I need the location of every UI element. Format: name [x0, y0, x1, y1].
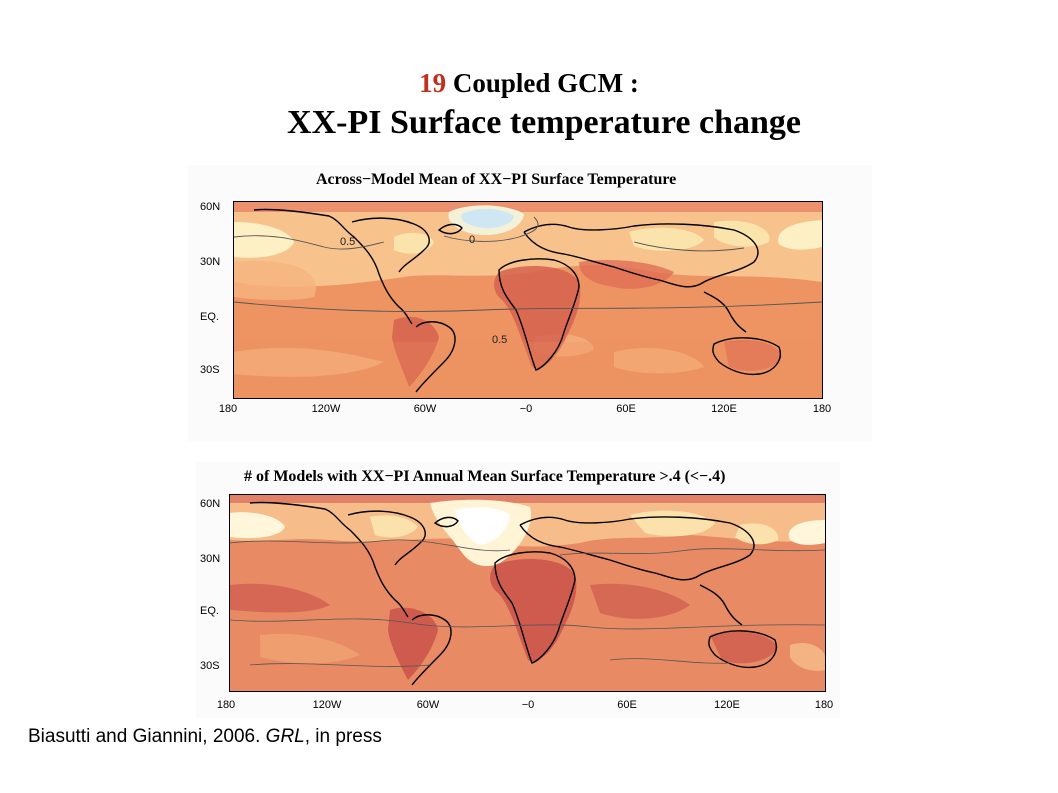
- citation-authors: Biasutti and Giannini, 2006.: [28, 726, 266, 747]
- temperature-map: 0.5 0 0.5: [233, 201, 823, 399]
- lat-label: 30N: [200, 256, 221, 268]
- contour-label: 0.5: [492, 334, 507, 346]
- lat-label: 60N: [200, 201, 221, 213]
- lon-label: 120E: [711, 403, 737, 415]
- citation-journal: GRL: [265, 726, 305, 747]
- lat-label: 30S: [200, 660, 220, 672]
- lon-label: 180: [216, 699, 236, 711]
- lon-label: 180: [814, 699, 834, 711]
- lat-label: EQ.: [200, 311, 219, 323]
- contour-label: 0: [469, 234, 475, 246]
- lat-label: 30N: [200, 553, 221, 565]
- citation-status: , in press: [304, 726, 382, 747]
- map-panel-mean: Across−Model Mean of XX−PI Surface Tempe…: [188, 165, 872, 441]
- lon-label: 120W: [311, 403, 341, 415]
- lon-label: 180: [812, 403, 832, 415]
- slide-subtitle: XX-PI Surface temperature change: [287, 104, 801, 141]
- map-title: # of Models with XX−PI Annual Mean Surfa…: [244, 468, 726, 485]
- lat-label: EQ.: [200, 605, 219, 617]
- map-graphic: [230, 495, 825, 691]
- lon-label: 120E: [714, 699, 740, 711]
- map-title: Across−Model Mean of XX−PI Surface Tempe…: [316, 171, 677, 188]
- citation: Biasutti and Giannini, 2006. GRL, in pre…: [28, 726, 382, 748]
- title-text: Coupled GCM :: [446, 68, 639, 98]
- lon-label: −0: [519, 403, 533, 415]
- lon-label: 180: [218, 403, 238, 415]
- lon-label: 60W: [416, 699, 440, 711]
- lon-label: 60E: [617, 699, 637, 711]
- map-panel-count: # of Models with XX−PI Annual Mean Surfa…: [196, 462, 840, 718]
- lon-label: −0: [521, 699, 535, 711]
- model-count-map: [229, 494, 826, 692]
- slide-title: 19 Coupled GCM :: [0, 68, 1058, 99]
- map-graphic: 0.5 0 0.5: [234, 202, 822, 398]
- lon-label: 60W: [413, 403, 437, 415]
- lat-label: 60N: [200, 498, 221, 510]
- lon-label: 120W: [312, 699, 342, 711]
- lon-label: 60E: [616, 403, 636, 415]
- lat-label: 30S: [200, 364, 220, 376]
- contour-label: 0.5: [340, 236, 355, 248]
- title-number: 19: [419, 68, 447, 98]
